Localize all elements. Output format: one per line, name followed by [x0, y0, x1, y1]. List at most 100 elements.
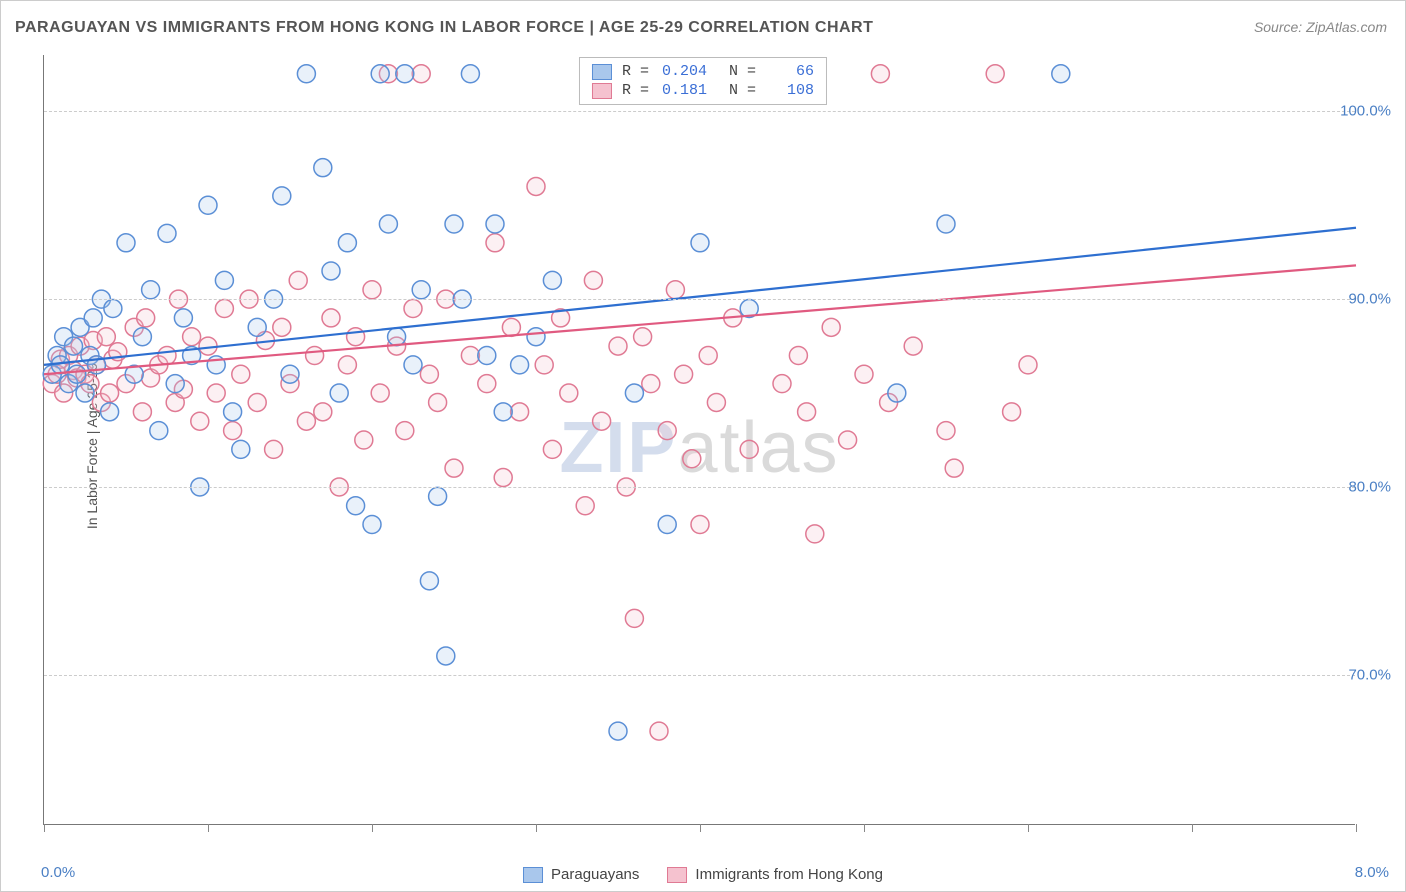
y-tick-label: 90.0% [1348, 291, 1391, 308]
scatter-point [338, 356, 356, 374]
chart-container: PARAGUAYAN VS IMMIGRANTS FROM HONG KONG … [0, 0, 1406, 892]
scatter-point [404, 300, 422, 318]
legend-swatch [523, 867, 543, 883]
legend-n-label: N = [729, 82, 756, 99]
scatter-point [404, 356, 422, 374]
scatter-point [822, 318, 840, 336]
scatter-point [609, 722, 627, 740]
scatter-point [297, 65, 315, 83]
scatter-point [945, 459, 963, 477]
legend-top: R =0.204N =66R =0.181N =108 [579, 57, 827, 105]
scatter-point [388, 328, 406, 346]
scatter-point [740, 440, 758, 458]
scatter-point [183, 328, 201, 346]
scatter-point [486, 234, 504, 252]
scatter-point [937, 422, 955, 440]
grid-line-h [44, 299, 1355, 300]
scatter-point [691, 234, 709, 252]
scatter-point [511, 403, 529, 421]
scatter-point [65, 337, 83, 355]
scatter-point [191, 412, 209, 430]
scatter-point [101, 403, 119, 421]
scatter-point [347, 497, 365, 515]
x-tick [1356, 824, 1357, 832]
scatter-point [650, 722, 668, 740]
scatter-point [576, 497, 594, 515]
scatter-point [1052, 65, 1070, 83]
legend-r-label: R = [622, 82, 649, 99]
scatter-point [798, 403, 816, 421]
scatter-point [215, 300, 233, 318]
scatter-point [273, 187, 291, 205]
scatter-point [224, 403, 242, 421]
scatter-point [363, 281, 381, 299]
x-tick [536, 824, 537, 832]
scatter-point [445, 459, 463, 477]
scatter-point [1019, 356, 1037, 374]
scatter-point [101, 384, 119, 402]
scatter-point [314, 403, 332, 421]
scatter-point [142, 281, 160, 299]
legend-r-value: 0.181 [659, 82, 707, 99]
scatter-point [306, 346, 324, 364]
scatter-point [855, 365, 873, 383]
scatter-point [871, 65, 889, 83]
legend-r-label: R = [622, 63, 649, 80]
scatter-point [396, 422, 414, 440]
scatter-point [379, 215, 397, 233]
scatter-point [215, 271, 233, 289]
legend-swatch [592, 83, 612, 99]
scatter-point [494, 469, 512, 487]
scatter-point [199, 196, 217, 214]
scatter-point [248, 318, 266, 336]
scatter-point [117, 234, 135, 252]
legend-bottom-item: Immigrants from Hong Kong [667, 866, 883, 883]
x-axis-min-label: 0.0% [41, 864, 75, 881]
scatter-point [625, 609, 643, 627]
scatter-point [322, 262, 340, 280]
scatter-point [420, 365, 438, 383]
scatter-point [224, 422, 242, 440]
scatter-point [347, 328, 365, 346]
scatter-point [429, 393, 447, 411]
scatter-point [691, 516, 709, 534]
scatter-point [707, 393, 725, 411]
plot-svg [44, 55, 1355, 824]
scatter-point [625, 384, 643, 402]
scatter-point [338, 234, 356, 252]
scatter-point [1003, 403, 1021, 421]
scatter-point [461, 65, 479, 83]
scatter-point [445, 215, 463, 233]
scatter-point [937, 215, 955, 233]
scatter-point [84, 309, 102, 327]
scatter-point [502, 318, 520, 336]
legend-swatch [592, 64, 612, 80]
scatter-point [789, 346, 807, 364]
y-tick-label: 100.0% [1340, 103, 1391, 120]
scatter-point [543, 271, 561, 289]
scatter-point [363, 516, 381, 534]
scatter-point [166, 375, 184, 393]
source-label: Source: ZipAtlas.com [1254, 19, 1387, 35]
scatter-point [658, 422, 676, 440]
scatter-point [486, 215, 504, 233]
scatter-point [543, 440, 561, 458]
legend-top-row: R =0.204N =66 [592, 62, 814, 81]
scatter-point [527, 177, 545, 195]
scatter-point [396, 65, 414, 83]
scatter-point [634, 328, 652, 346]
scatter-point [666, 281, 684, 299]
scatter-point [76, 384, 94, 402]
scatter-point [158, 346, 176, 364]
legend-series-name: Immigrants from Hong Kong [695, 866, 883, 883]
scatter-point [839, 431, 857, 449]
scatter-point [174, 309, 192, 327]
scatter-point [297, 412, 315, 430]
y-tick-label: 70.0% [1348, 666, 1391, 683]
scatter-point [658, 516, 676, 534]
grid-line-h [44, 675, 1355, 676]
x-tick [1028, 824, 1029, 832]
scatter-point [773, 375, 791, 393]
scatter-point [314, 159, 332, 177]
scatter-point [273, 318, 291, 336]
